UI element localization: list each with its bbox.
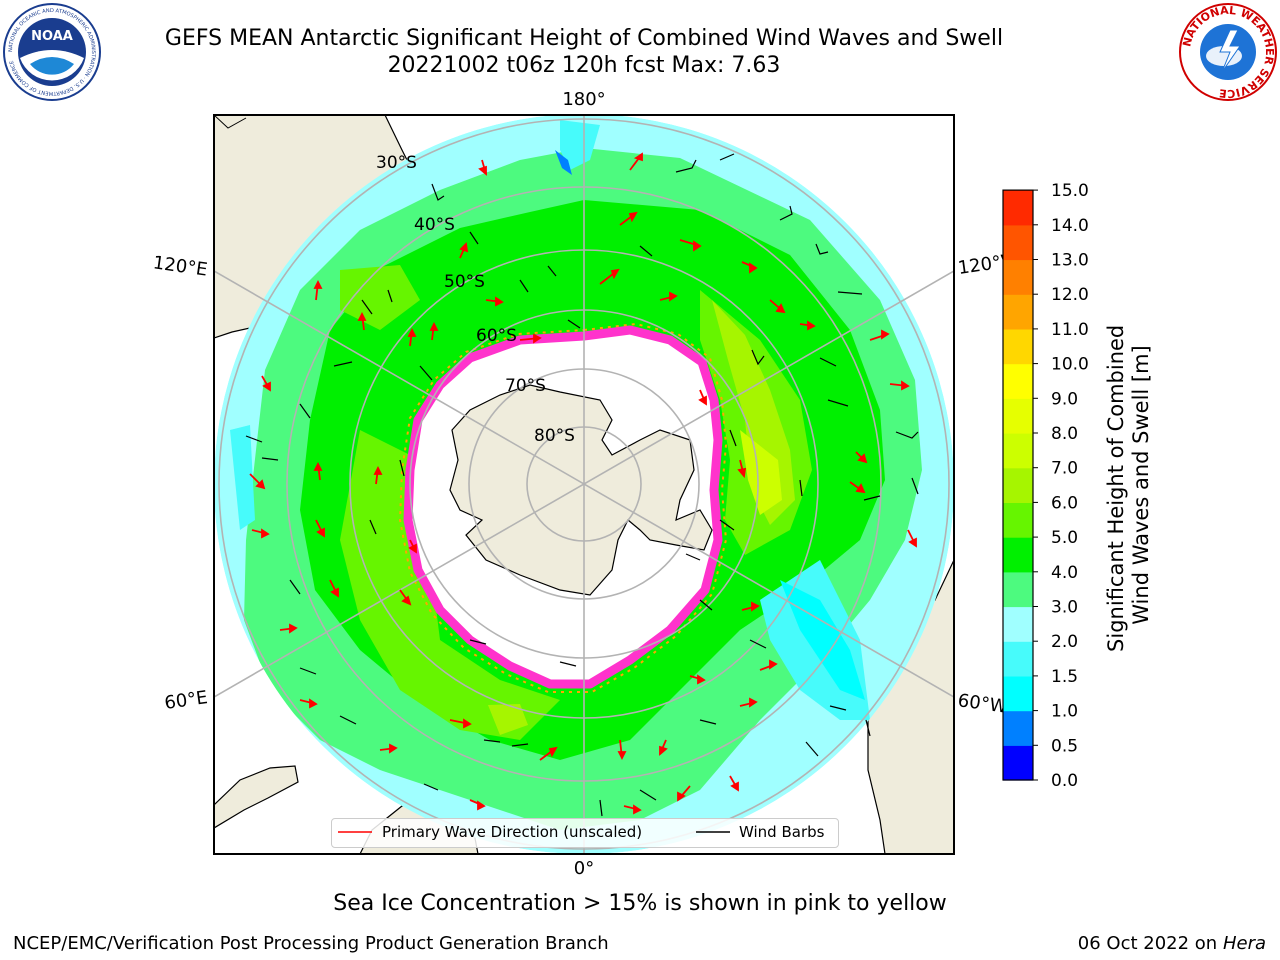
colorbar-tick-label: 1.0 <box>1051 702 1078 722</box>
new-zealand-outline <box>214 115 247 129</box>
colorbar-tick-label: 15.0 <box>1051 181 1089 201</box>
lat-label-40s: 40°S <box>414 215 455 235</box>
colorbar-segment <box>1003 190 1033 226</box>
map-frame <box>213 114 955 855</box>
colorbar-segment <box>1003 571 1033 608</box>
colorbar-title-line1: Significant Height of Combined <box>1104 325 1128 652</box>
lat-label-50s: 50°S <box>444 272 485 292</box>
legend-barb-label: Wind Barbs <box>739 823 825 841</box>
colorbar-segment <box>1003 641 1033 677</box>
noaa-logo: NATIONAL OCEANIC AND ATMOSPHERIC ADMINIS… <box>3 3 101 101</box>
lon-label-120e: 120°E <box>152 252 209 280</box>
legend: Primary Wave Direction (unscaled) Wind B… <box>331 818 839 848</box>
wind-barbs <box>245 153 919 817</box>
colorbar-segment <box>1003 294 1033 330</box>
colorbar-tick-label: 10.0 <box>1051 355 1089 375</box>
colorbar-tick-label: 2.0 <box>1051 632 1078 652</box>
madagascar-land <box>214 765 299 829</box>
colorbar-tick-label: 3.0 <box>1051 598 1078 618</box>
noaa-text: NOAA <box>31 29 73 44</box>
graticule <box>214 115 954 854</box>
colorbar-tick-label: 12.0 <box>1051 285 1089 305</box>
lat-label-30s: 30°S <box>376 153 417 173</box>
colorbar-tick-label: 4.0 <box>1051 563 1078 583</box>
colorbar-segment <box>1003 675 1033 712</box>
colorbar-tick-label: 0.5 <box>1051 736 1078 756</box>
legend-swatches <box>338 831 730 833</box>
colorbar-segment <box>1003 328 1033 365</box>
colorbar-segment <box>1003 224 1033 261</box>
colorbar-tick-label: 1.5 <box>1051 667 1078 687</box>
colorbar-segment <box>1003 606 1033 642</box>
colorbar-segment <box>1003 433 1033 469</box>
colorbar-title-line2: Wind Waves and Swell [m] <box>1129 345 1153 625</box>
colorbar-segment <box>1003 745 1033 781</box>
colorbar-tick-label: 8.0 <box>1051 424 1078 444</box>
colorbar-tick-label: 0.0 <box>1051 771 1078 791</box>
colorbar-title: Significant Height of Combined Wind Wave… <box>1104 318 1153 652</box>
colorbar: 0.0 0.5 1.0 1.5 2.0 3.0 4.0 5.0 6.0 7.0 8.0 9.0 10.0… <box>1002 181 1089 791</box>
colorbar-segment <box>1003 363 1033 399</box>
colorbar-tick-label: 13.0 <box>1051 251 1089 271</box>
colorbar-segment <box>1003 398 1033 434</box>
footer-machine: Hera <box>1222 933 1266 954</box>
lon-label-60e: 60°E <box>163 687 209 714</box>
lat-label-60s: 60°S <box>476 326 517 346</box>
map-title: GEFS MEAN Antarctic Significant Height o… <box>164 26 1004 51</box>
colorbar-segment <box>1003 502 1033 538</box>
wave-arrows <box>249 152 917 815</box>
footer-date: 06 Oct 2022 on Hera <box>1078 933 1266 954</box>
colorbar-segment <box>1003 710 1033 746</box>
sea-ice-note: Sea Ice Concentration > 15% is shown in … <box>333 891 947 916</box>
lon-label-180: 180° <box>562 89 605 110</box>
colorbar-segment <box>1003 537 1033 573</box>
colorbar-segment <box>1003 259 1033 295</box>
lon-label-0: 0° <box>574 858 594 879</box>
lat-label-70s: 70°S <box>505 376 546 396</box>
colorbar-segment <box>1003 467 1033 503</box>
footer-credit: NCEP/EMC/Verification Post Processing Pr… <box>13 933 609 954</box>
colorbar-tick-label: 9.0 <box>1051 389 1078 409</box>
legend-wave-label: Primary Wave Direction (unscaled) <box>382 823 643 841</box>
colorbar-tick-label: 7.0 <box>1051 459 1078 479</box>
antarctica-land <box>449 384 713 596</box>
footer-date-text: 06 Oct 2022 on <box>1077 933 1218 954</box>
colorbar-tick-label: 14.0 <box>1051 216 1089 236</box>
colorbar-tick-label: 5.0 <box>1051 528 1078 548</box>
lat-label-80s: 80°S <box>534 426 575 446</box>
colorbar-tick-label: 11.0 <box>1051 320 1089 340</box>
map-subtitle: 20221002 t06z 120h fcst Max: 7.63 <box>387 53 781 78</box>
nws-logo: NATIONAL WEATHER SERVICE <box>1179 3 1277 101</box>
colorbar-frame <box>1002 189 1034 781</box>
colorbar-tick-label: 6.0 <box>1051 493 1078 513</box>
lon-label-60w: 60°W <box>956 690 1008 718</box>
